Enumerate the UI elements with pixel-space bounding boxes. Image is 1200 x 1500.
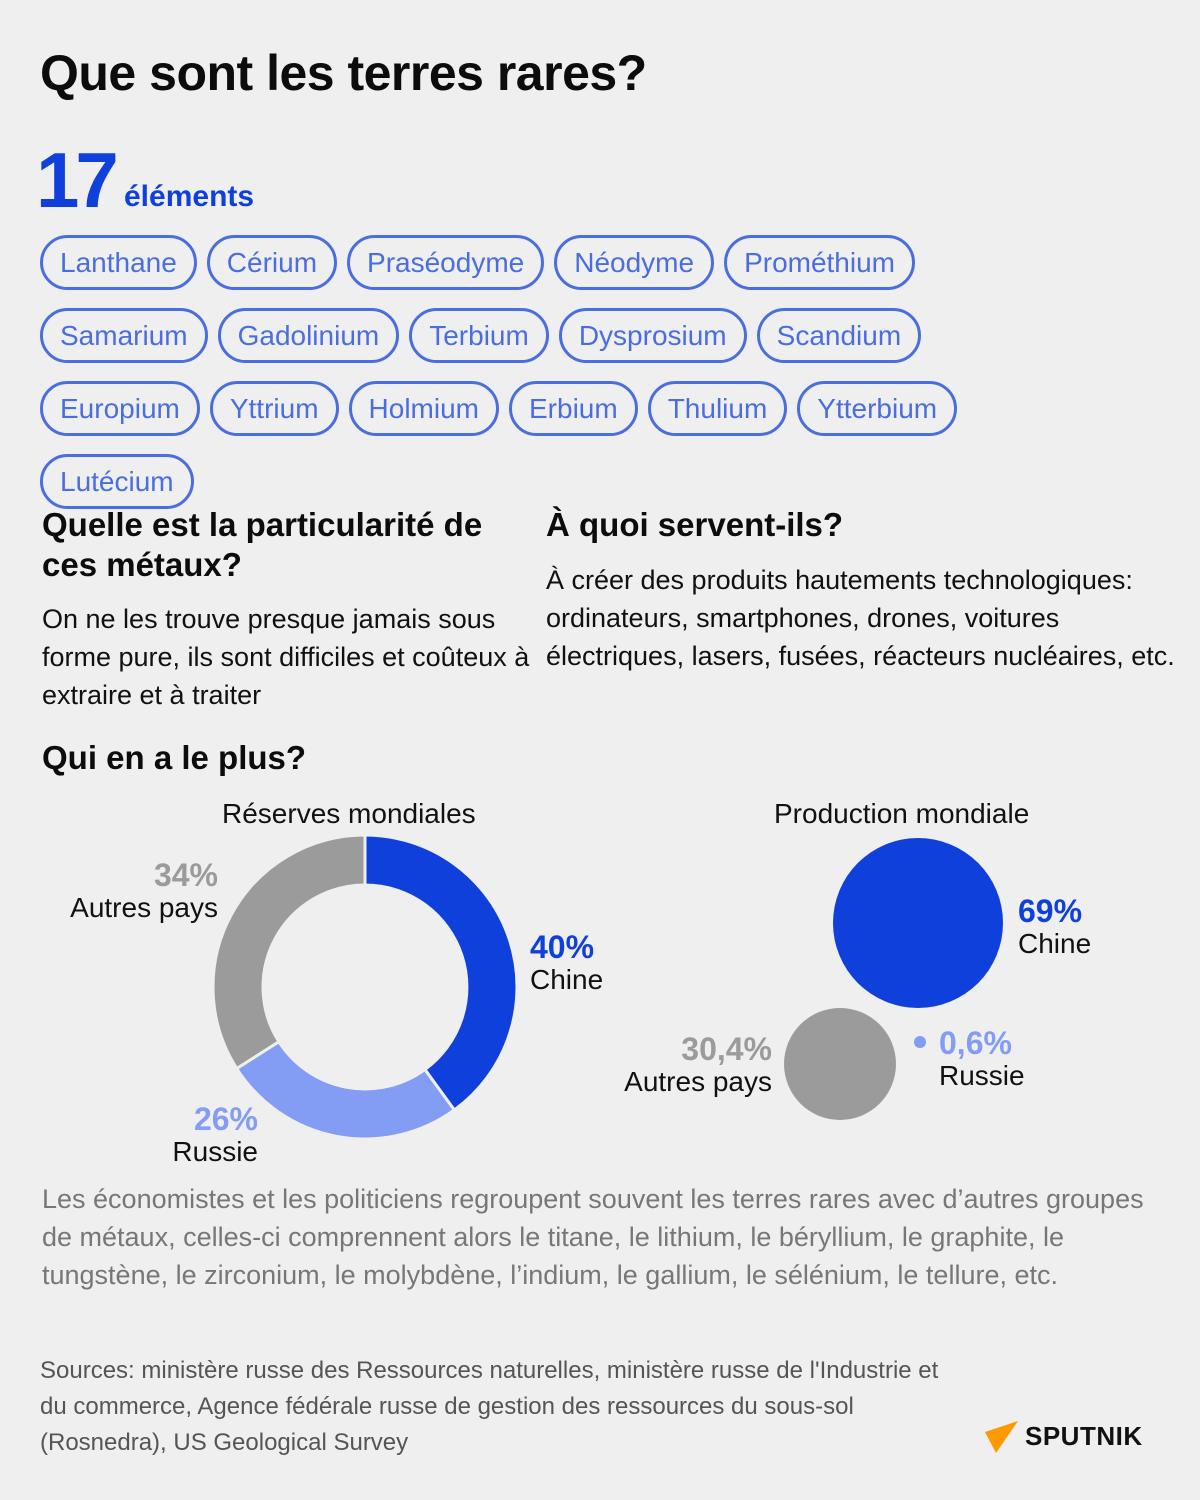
- element-pill: Prométhium: [724, 235, 915, 290]
- production-name-russia: Russie: [939, 1060, 1025, 1091]
- reserves-name-china: Chine: [530, 964, 604, 995]
- who-heading: Qui en a le plus?: [42, 739, 307, 776]
- element-pill: Yttrium: [209, 381, 339, 436]
- production-label-china: 69% Chine: [1018, 894, 1091, 960]
- footnote: Les économistes et les politiciens regro…: [42, 1184, 1144, 1290]
- particularity-body: On ne les trouve presque jamais sous for…: [42, 604, 530, 710]
- production-chart-title: Production mondiale: [774, 798, 1030, 829]
- element-pill: Holmium: [348, 381, 499, 436]
- element-pill: Néodyme: [554, 235, 715, 290]
- reserves-label-russia: 26% Russie: [150, 1102, 258, 1168]
- sources-text: Sources: ministère russe des Ressources …: [40, 1357, 939, 1456]
- production-name-others: Autres pays: [624, 1066, 772, 1097]
- production-pct-others: 30,4%: [681, 1031, 772, 1067]
- uses-heading: À quoi servent-ils?: [546, 506, 844, 543]
- element-pill: Thulium: [647, 381, 788, 436]
- page-title: Que sont les terres rares?: [40, 45, 647, 101]
- sputnik-logo-icon: [985, 1421, 1018, 1453]
- element-pill: Scandium: [756, 308, 922, 363]
- reserves-name-others: Autres pays: [70, 892, 218, 923]
- element-pill: Gadolinium: [217, 308, 400, 363]
- sputnik-logo-text: SPUTNIK: [1025, 1420, 1143, 1451]
- reserves-pct-russia: 26%: [193, 1101, 258, 1137]
- reserves-pct-china: 40%: [530, 929, 595, 965]
- element-pill: Erbium: [509, 381, 638, 436]
- element-count-label: éléments: [124, 180, 255, 213]
- production-pct-russia: 0,6%: [939, 1025, 1012, 1061]
- production-label-others: 30,4% Autres pays: [600, 1032, 772, 1098]
- donut-slice-others: [211, 833, 367, 1071]
- reserves-chart-title: Réserves mondiales: [222, 798, 476, 829]
- element-pill-list: Lanthane Cérium Praséodyme Néodyme Promé…: [40, 235, 1160, 509]
- bubble-russia: [914, 1036, 926, 1048]
- reserves-name-russia: Russie: [172, 1136, 258, 1167]
- sputnik-logo: SPUTNIK: [983, 1418, 1143, 1454]
- particularity-heading: Quelle est la particularité de ces métau…: [42, 506, 483, 583]
- element-pill: Praséodyme: [347, 235, 545, 290]
- production-bubble-chart: [784, 838, 1003, 1120]
- element-count: 17: [36, 136, 119, 224]
- reserves-pct-others: 34%: [153, 857, 218, 893]
- element-pill: Dysprosium: [558, 308, 747, 363]
- element-pill: Europium: [40, 381, 200, 436]
- element-pill: Cérium: [206, 235, 338, 290]
- production-name-china: Chine: [1018, 928, 1092, 959]
- donut-slice-russia: [234, 1039, 457, 1141]
- element-pill: Terbium: [409, 308, 549, 363]
- element-pill: Samarium: [40, 308, 208, 363]
- element-pill: Lutécium: [40, 454, 194, 509]
- production-label-russia: 0,6% Russie: [939, 1026, 1025, 1092]
- reserves-label-china: 40% Chine: [530, 930, 603, 996]
- element-pill: Ytterbium: [797, 381, 958, 436]
- reserves-donut-chart: [211, 833, 519, 1141]
- reserves-label-others: 34% Autres pays: [52, 858, 218, 924]
- bubble-china: [833, 838, 1003, 1008]
- uses-body: À créer des produits hautements technolo…: [546, 565, 1175, 671]
- bubble-others: [784, 1008, 896, 1120]
- donut-slice-china: [363, 833, 519, 1113]
- production-pct-china: 69%: [1018, 893, 1083, 929]
- element-pill: Lanthane: [40, 235, 197, 290]
